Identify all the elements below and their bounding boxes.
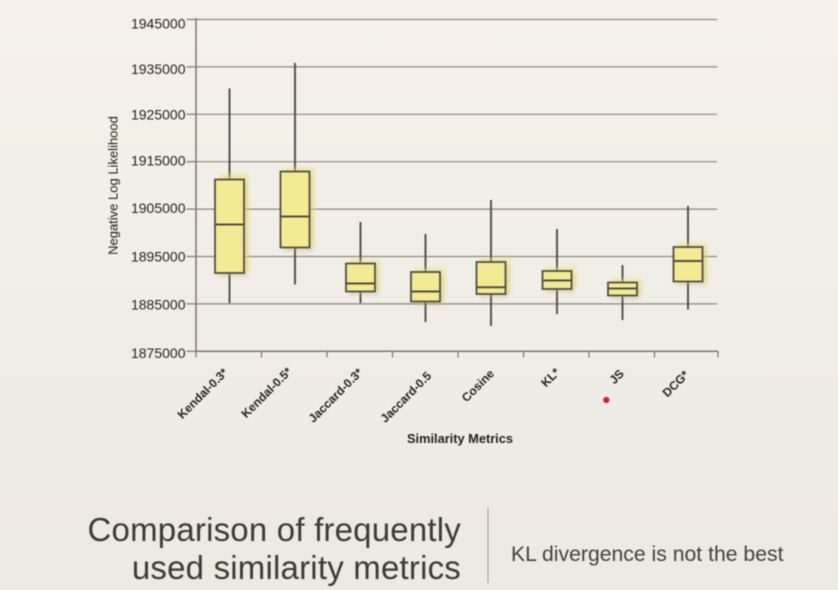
svg-text:Kendal-0.5*: Kendal-0.5* [239, 364, 295, 420]
svg-text:Cosine: Cosine [459, 366, 497, 404]
svg-text:JS: JS [607, 367, 627, 387]
svg-text:KL*: KL* [538, 365, 563, 390]
svg-text:Jaccard-0.3*: Jaccard-0.3* [306, 365, 366, 425]
svg-text:1885000: 1885000 [131, 296, 186, 312]
svg-text:Jaccard-0.5: Jaccard-0.5 [378, 369, 435, 426]
svg-text:1895000: 1895000 [131, 249, 186, 265]
svg-text:1935000: 1935000 [131, 61, 186, 77]
svg-text:DCG*: DCG* [660, 368, 692, 400]
svg-text:Kendal-0.3*: Kendal-0.3* [175, 365, 231, 421]
svg-text:1905000: 1905000 [131, 200, 186, 216]
svg-text:1925000: 1925000 [131, 106, 186, 122]
svg-text:Similarity Metrics: Similarity Metrics [407, 431, 513, 446]
svg-text:1915000: 1915000 [131, 153, 186, 169]
svg-text:1875000: 1875000 [131, 345, 186, 361]
svg-text:1945000: 1945000 [131, 16, 186, 32]
svg-text:Negative Log Likelihood: Negative Log Likelihood [105, 116, 120, 255]
